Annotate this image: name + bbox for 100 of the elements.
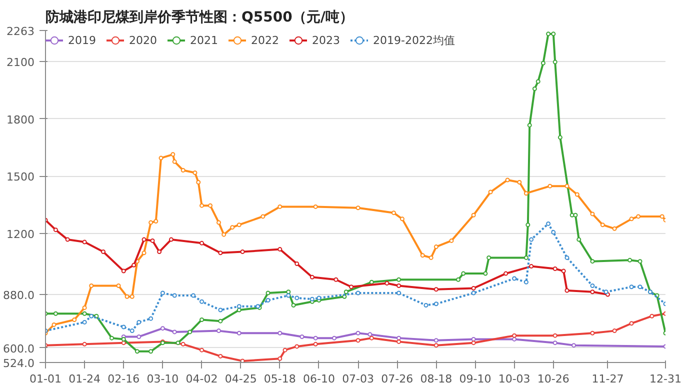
point [218, 318, 223, 324]
point [334, 277, 338, 282]
y-tick-label: 1800 [6, 113, 35, 126]
point [349, 284, 354, 290]
point [148, 220, 154, 225]
point [590, 212, 595, 216]
x-tick-label: 05-18 [264, 372, 296, 386]
point [142, 237, 146, 242]
point [424, 302, 428, 308]
point [526, 222, 530, 228]
chart-title: 防城港印尼煤到岸价季节性图：Q5500（元/吨） [46, 8, 354, 26]
point [574, 192, 580, 197]
point [434, 287, 438, 292]
point [53, 228, 58, 232]
x-tick-label: 01-01 [30, 372, 62, 386]
point [124, 294, 130, 299]
point [282, 348, 288, 352]
point [604, 290, 608, 294]
point [180, 342, 186, 346]
point [313, 342, 318, 346]
point [313, 336, 318, 340]
point [552, 60, 558, 64]
point [512, 336, 517, 342]
point [536, 79, 540, 84]
y-tick-label: 880.0 [3, 289, 35, 302]
point [552, 266, 558, 272]
point [356, 206, 360, 210]
y-tick-label: 2263 [6, 25, 35, 38]
point [600, 222, 605, 228]
point [278, 204, 282, 209]
point [136, 334, 142, 339]
point [89, 314, 94, 318]
point [82, 320, 87, 324]
x-tick-label: 10-26 [537, 372, 570, 386]
point [529, 264, 534, 269]
point [236, 330, 242, 336]
point [52, 322, 56, 327]
point [148, 349, 154, 354]
point [313, 204, 318, 209]
x-tick-label: 09-10 [459, 372, 492, 386]
x-tick-label: 10-03 [498, 372, 530, 386]
point [572, 343, 576, 348]
point [121, 336, 126, 342]
point [218, 354, 223, 358]
y-tick-label: 1200 [6, 228, 35, 241]
point [294, 262, 300, 266]
point [216, 328, 222, 334]
point [638, 259, 642, 264]
point [396, 336, 402, 340]
point [294, 296, 300, 300]
point [160, 326, 165, 331]
point [590, 284, 595, 288]
x-tick-label: 04-02 [186, 372, 218, 386]
point [552, 333, 558, 338]
point [316, 296, 322, 300]
point [396, 284, 402, 288]
point [504, 271, 508, 276]
point [72, 317, 77, 322]
point [89, 284, 94, 288]
point [116, 284, 121, 288]
point [434, 244, 438, 250]
point [121, 324, 126, 330]
x-tick-label: 03-10 [146, 372, 179, 386]
point [310, 296, 314, 302]
y-tick-label: 1500 [6, 170, 35, 184]
point [218, 308, 223, 312]
point [218, 250, 223, 256]
point [236, 222, 242, 228]
point [638, 284, 642, 290]
point [564, 255, 570, 260]
x-tick-label: 08-18 [420, 372, 452, 386]
point [356, 330, 360, 336]
point [172, 293, 177, 298]
point [391, 210, 396, 216]
point [396, 290, 402, 296]
point [332, 336, 337, 340]
point [168, 237, 174, 242]
point [552, 340, 558, 346]
y-tick-label: 524.0 [3, 357, 35, 370]
point [551, 230, 556, 235]
point [650, 314, 654, 318]
point [461, 271, 466, 276]
point [420, 253, 425, 258]
point [82, 311, 87, 316]
point [192, 170, 198, 175]
point [629, 321, 634, 326]
point [200, 203, 204, 208]
point [456, 277, 461, 282]
point [368, 332, 372, 337]
point [200, 240, 204, 246]
point [236, 304, 242, 309]
point [590, 290, 595, 294]
point [488, 190, 493, 194]
point [53, 311, 58, 316]
x-tick-label: 07-26 [381, 372, 414, 386]
point [142, 250, 146, 256]
point [564, 184, 570, 188]
legend-label: 2019-2022均值 [373, 32, 455, 48]
point [573, 212, 578, 218]
point [564, 288, 570, 293]
